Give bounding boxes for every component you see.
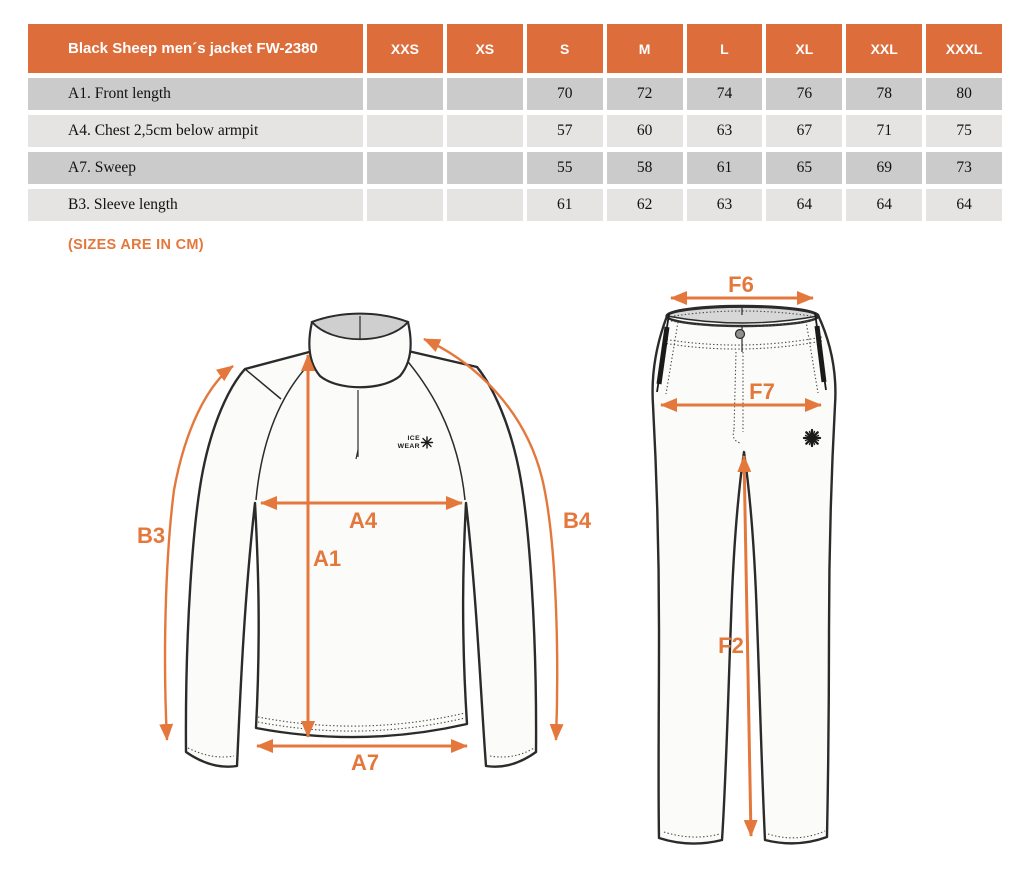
row-label: A1. Front length: [28, 78, 363, 110]
pants-outline: [651, 313, 837, 845]
arrow-f2: [737, 455, 758, 837]
label-a4: A4: [349, 508, 378, 533]
label-f6: F6: [728, 272, 754, 297]
table-cell: 67: [766, 115, 843, 147]
size-table: Black Sheep men´s jacket FW-2380 XXS XS …: [28, 24, 1002, 221]
table-cell: [367, 189, 443, 221]
row-label: A7. Sweep: [28, 152, 363, 184]
col-header-xxl: XXL: [846, 24, 923, 73]
jacket-cuff-stitch: [187, 747, 235, 758]
jacket-hem-stitch: [257, 712, 466, 727]
table-cell: 73: [926, 152, 1002, 184]
pocket-trim-right: [814, 325, 827, 383]
table-cell: 61: [686, 152, 763, 184]
waistband-stitch: [670, 319, 815, 328]
arrow-b3: [159, 365, 234, 741]
jacket-outline: [184, 349, 538, 768]
snowflake-icon: [420, 436, 434, 449]
jacket-zipper-pull: [355, 449, 359, 460]
table-cell: 64: [766, 189, 843, 221]
label-f2: F2: [718, 633, 744, 658]
pocket-stitch-right: [805, 320, 819, 394]
leg-hem-stitch: [663, 831, 721, 838]
leg-hem-stitch: [767, 830, 826, 839]
table-cell: 63: [686, 115, 763, 147]
table-cell: 78: [846, 78, 923, 110]
snowflake-icon: [802, 428, 822, 448]
table-cell: 72: [606, 78, 683, 110]
table-cell: [446, 152, 523, 184]
table-cell: [367, 152, 443, 184]
table-cell: [367, 115, 443, 147]
fly-stitch: [732, 429, 741, 444]
table-cell: 65: [766, 152, 843, 184]
label-a1: A1: [313, 546, 341, 571]
pocket-trim-left: [656, 326, 670, 385]
jacket-hem-stitch: [257, 717, 466, 732]
col-header-s: S: [526, 24, 603, 73]
label-b4: B4: [563, 508, 592, 533]
sizes-unit-note: (SIZES ARE IN CM): [68, 237, 204, 253]
table-cell: 62: [606, 189, 683, 221]
label-b3: B3: [137, 523, 165, 548]
row-label: B3. Sleeve length: [28, 189, 363, 221]
fly-stitch: [733, 351, 737, 431]
logo-text-wear: WEAR: [398, 443, 420, 450]
table-cell: 76: [766, 78, 843, 110]
table-cell: 61: [526, 189, 603, 221]
table-cell: 57: [526, 115, 603, 147]
logo-text-ice: ICE: [407, 435, 420, 442]
table-cell: 63: [686, 189, 763, 221]
table-cell: [446, 115, 523, 147]
col-header-xl: XL: [766, 24, 843, 73]
label-f7: F7: [749, 379, 775, 404]
label-a7: A7: [351, 750, 379, 775]
pants-diagram: F6 F7 F2: [651, 272, 837, 845]
table-cell: [446, 189, 523, 221]
pocket-stitch-left: [665, 321, 679, 395]
table-cell: 71: [846, 115, 923, 147]
table-cell: [446, 78, 523, 110]
jacket-yoke-seam: [244, 368, 282, 400]
col-header-xxs: XXS: [367, 24, 443, 73]
table-cell: 60: [606, 115, 683, 147]
table-cell: 55: [526, 152, 603, 184]
table-cell: [367, 78, 443, 110]
jacket-diagram: ICE WEAR A1 A4 A7 B3 B4: [137, 312, 592, 775]
table-cell: 69: [846, 152, 923, 184]
table-cell: 75: [926, 115, 1002, 147]
table-cell: 64: [846, 189, 923, 221]
col-header-l: L: [686, 24, 763, 73]
table-cell: 58: [606, 152, 683, 184]
jacket-cuff-stitch: [489, 747, 535, 758]
table-cell: 80: [926, 78, 1002, 110]
pants-waist-inner: [665, 306, 820, 324]
table-title: Black Sheep men´s jacket FW-2380: [28, 24, 363, 73]
row-label: A4. Chest 2,5cm below armpit: [28, 115, 363, 147]
waist-button: [734, 328, 746, 340]
table-cell: 70: [526, 78, 603, 110]
col-header-m: M: [606, 24, 683, 73]
col-header-xs: XS: [446, 24, 523, 73]
col-header-xxxl: XXXL: [926, 24, 1002, 73]
arrow-b4: [423, 337, 564, 741]
table-cell: 74: [686, 78, 763, 110]
table-cell: 64: [926, 189, 1002, 221]
